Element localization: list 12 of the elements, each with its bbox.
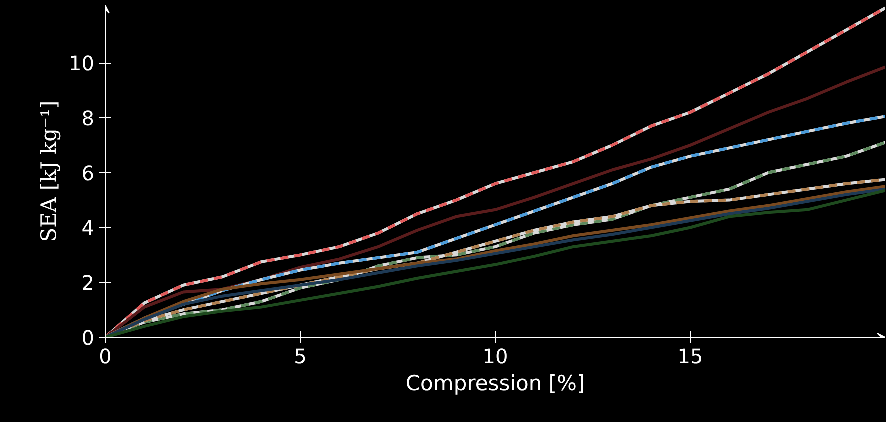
y-tick-label: 2 (82, 271, 95, 296)
y-axis-title: SEA [kJ kg⁻¹] (37, 100, 62, 242)
x-tick-label: 10 (482, 344, 508, 368)
y-tick-label: 10 (69, 52, 95, 76)
x-tick-label: 15 (678, 344, 704, 368)
y-tick-label: 0 (82, 326, 95, 350)
x-tick-label: 5 (294, 344, 307, 368)
x-axis-title: Compression [%] (406, 372, 586, 396)
y-tick-label: 4 (82, 216, 95, 240)
y-tick-label: 6 (82, 161, 95, 186)
x-tick-label: 0 (99, 344, 112, 368)
y-tick-label: 8 (82, 106, 95, 130)
